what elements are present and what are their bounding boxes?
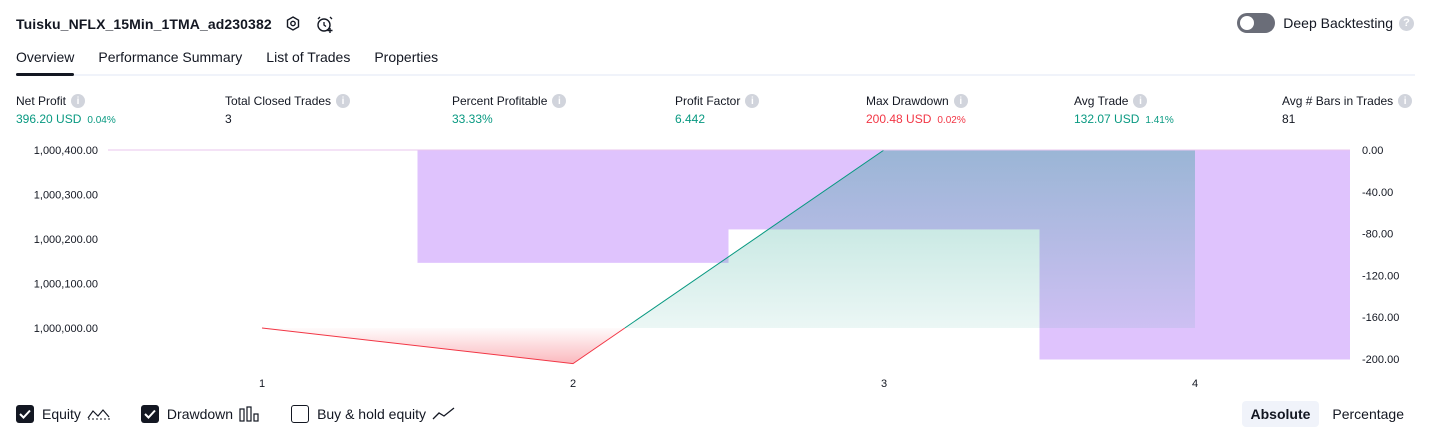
metric-value: 33.33% bbox=[452, 112, 493, 126]
left-axis-tick-label: 1,000,100.00 bbox=[34, 279, 98, 291]
legend-drawdown[interactable]: Drawdown bbox=[140, 405, 261, 423]
help-icon[interactable]: i bbox=[1133, 94, 1148, 108]
right-axis-tick-label: 0.00 bbox=[1362, 145, 1383, 157]
x-axis-tick-label: 4 bbox=[1192, 378, 1198, 390]
left-axis-tick-label: 1,000,200.00 bbox=[34, 234, 98, 246]
checkbox-unchecked-icon[interactable] bbox=[291, 405, 310, 423]
equity-chart: 1,000,400.00 1,000,300.00 1,000,200.00 1,00… bbox=[34, 145, 1400, 390]
drawdown-bar-1 bbox=[417, 150, 729, 263]
help-icon[interactable]: ? bbox=[1399, 15, 1414, 31]
buy-hold-line-icon bbox=[432, 407, 456, 421]
deep-backtesting: Deep Backtesting ? bbox=[1237, 13, 1414, 33]
metric-value: 6.442 bbox=[675, 112, 706, 126]
legend-equity[interactable]: Equity bbox=[16, 405, 111, 423]
metric-profit-factor: Profit Factor i 6.442 bbox=[675, 94, 760, 126]
metric-label: Avg # Bars in Trades bbox=[1282, 94, 1394, 108]
x-axis-tick-label: 3 bbox=[881, 378, 887, 390]
metric-max-drawdown: Max Drawdown i 200.48 USD 0.02% bbox=[866, 94, 968, 126]
value-mode-switch: Absolute Percentage bbox=[1238, 401, 1414, 427]
right-axis-tick-label: -120.00 bbox=[1362, 270, 1399, 282]
metric-percent: 0.04% bbox=[87, 115, 116, 126]
legend-buy-hold-equity[interactable]: Buy & hold equity bbox=[291, 405, 456, 423]
help-icon[interactable]: i bbox=[336, 94, 351, 108]
metric-total-closed-trades: Total Closed Trades i 3 bbox=[225, 94, 351, 126]
help-icon[interactable]: i bbox=[71, 94, 86, 108]
left-axis-tick-label: 1,000,000.00 bbox=[34, 323, 98, 335]
right-axis-tick-label: -160.00 bbox=[1362, 312, 1399, 324]
metric-label: Percent Profitable bbox=[452, 94, 548, 108]
equity-loss-area bbox=[262, 328, 625, 364]
metric-avg-bars-in-trades: Avg # Bars in Trades i 81 bbox=[1282, 94, 1413, 126]
metric-label: Avg Trade bbox=[1074, 94, 1129, 108]
x-axis-tick-label: 2 bbox=[570, 378, 576, 390]
add-alert-icon[interactable] bbox=[314, 13, 336, 35]
left-axis-tick-label: 1,000,400.00 bbox=[34, 145, 98, 157]
legend-label: Buy & hold equity bbox=[317, 406, 427, 422]
metric-percent: 0.02% bbox=[937, 115, 966, 126]
metric-net-profit: Net Profit i 396.20 USD 0.04% bbox=[16, 94, 116, 126]
strategy-title: Tuisku_NFLX_15Min_1TMA_ad230382 bbox=[16, 16, 272, 32]
tab-properties[interactable]: Properties bbox=[374, 49, 439, 65]
metric-value: 396.20 USD bbox=[16, 112, 82, 126]
right-axis-tick-label: -40.00 bbox=[1362, 187, 1393, 199]
metric-avg-trade: Avg Trade i 132.07 USD 1.41% bbox=[1074, 94, 1174, 126]
drawdown-bars-icon bbox=[239, 406, 261, 422]
tab-performance-summary[interactable]: Performance Summary bbox=[98, 49, 243, 65]
checkbox-checked-icon[interactable] bbox=[16, 405, 34, 423]
equity-line-icon bbox=[87, 407, 111, 421]
strategy-header: Tuisku_NFLX_15Min_1TMA_ad230382 bbox=[16, 12, 336, 36]
metric-value: 81 bbox=[1282, 112, 1296, 126]
x-axis-tick-label: 1 bbox=[259, 378, 265, 390]
equity-gain-area bbox=[624, 150, 1195, 328]
legend-label: Drawdown bbox=[166, 406, 234, 422]
left-axis-tick-label: 1,000,300.00 bbox=[34, 190, 98, 202]
help-icon[interactable]: i bbox=[1398, 94, 1413, 108]
help-icon[interactable]: i bbox=[745, 94, 760, 108]
gear-icon[interactable] bbox=[282, 13, 304, 35]
tab-bar: Overview Performance Summary List of Tra… bbox=[16, 46, 1415, 76]
metric-label: Net Profit bbox=[16, 94, 67, 108]
metric-value: 200.48 USD bbox=[866, 112, 932, 126]
metrics-row: Net Profit i 396.20 USD 0.04% Total Closed… bbox=[16, 94, 1415, 130]
equity-line-loss bbox=[261, 327, 626, 365]
metric-value: 132.07 USD bbox=[1074, 112, 1140, 126]
checkbox-checked-icon[interactable] bbox=[140, 405, 159, 423]
chart-legend: Equity Drawdown Buy & hold equity bbox=[16, 404, 486, 424]
metric-label: Total Closed Trades bbox=[225, 94, 332, 108]
right-axis-tick-label: -200.00 bbox=[1362, 354, 1399, 366]
right-axis-tick-label: -80.00 bbox=[1362, 229, 1393, 241]
mode-absolute-button[interactable]: Absolute bbox=[1241, 401, 1320, 427]
metric-label: Profit Factor bbox=[675, 94, 741, 108]
metric-value: 3 bbox=[225, 112, 232, 126]
deep-backtesting-label: Deep Backtesting bbox=[1283, 15, 1393, 31]
tab-overview[interactable]: Overview bbox=[16, 46, 75, 76]
help-icon[interactable]: i bbox=[953, 94, 968, 108]
help-icon[interactable]: i bbox=[552, 94, 567, 108]
metric-percent-profitable: Percent Profitable i 33.33% bbox=[452, 94, 567, 126]
legend-label: Equity bbox=[42, 406, 81, 422]
mode-percentage-button[interactable]: Percentage bbox=[1332, 406, 1404, 422]
metric-label: Max Drawdown bbox=[866, 94, 949, 108]
tab-list-of-trades[interactable]: List of Trades bbox=[266, 49, 351, 65]
deep-backtesting-toggle[interactable] bbox=[1237, 13, 1276, 33]
metric-percent: 1.41% bbox=[1145, 115, 1174, 126]
